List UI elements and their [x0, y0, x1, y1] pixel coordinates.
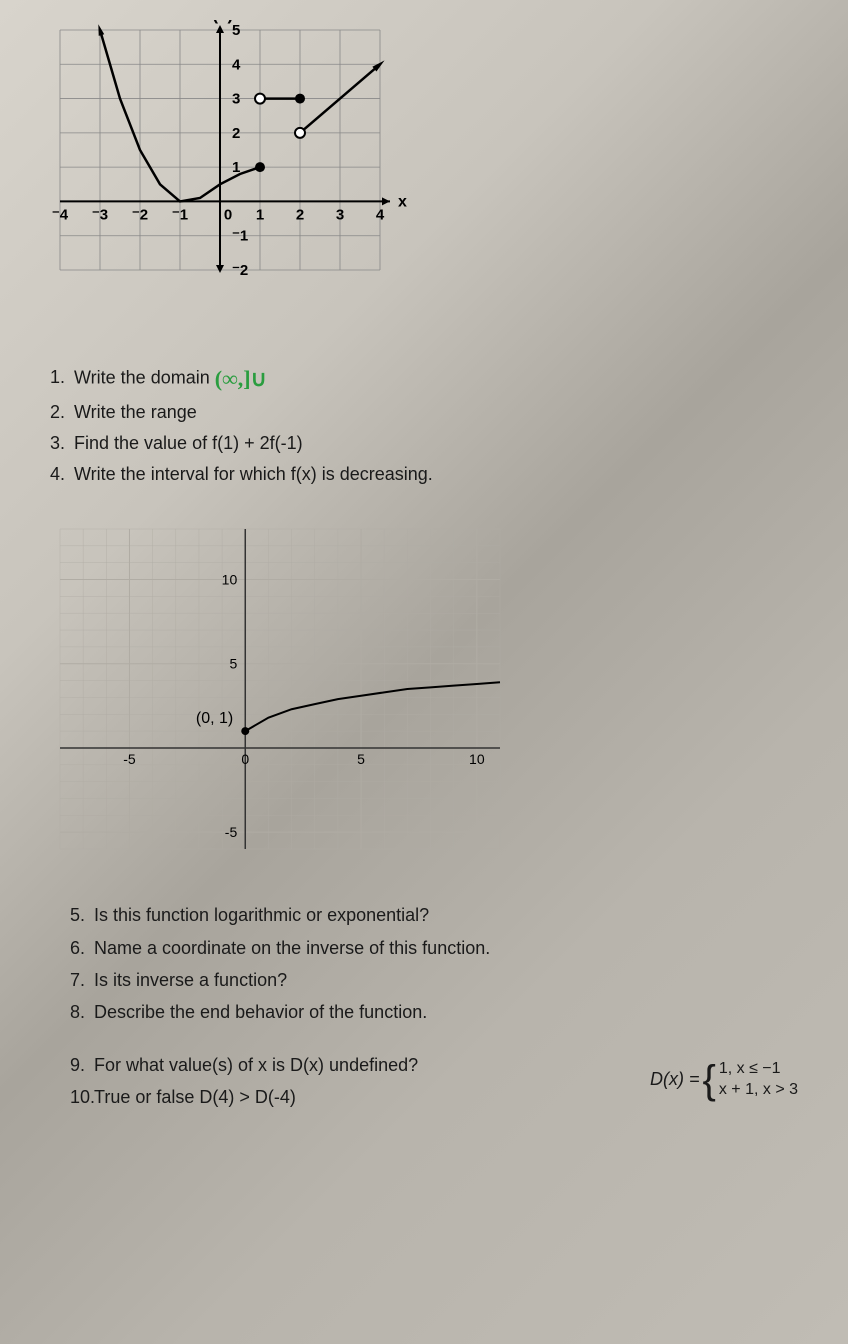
svg-text:⁻2: ⁻2 [232, 262, 248, 279]
svg-text:10: 10 [469, 751, 485, 767]
formula-cases: 1, x ≤ −1 x + 1, x > 3 [719, 1059, 798, 1101]
handwritten-annotation: (∞,]∪ [215, 366, 267, 391]
svg-text:⁻4: ⁻4 [52, 206, 69, 223]
svg-text:5: 5 [229, 656, 237, 672]
questions-set-3: 9.For what value(s) of x is D(x) undefin… [70, 1049, 418, 1114]
svg-text:⁻1: ⁻1 [172, 206, 188, 223]
question-4: 4.Write the interval for which f(x) is d… [50, 459, 818, 490]
svg-text:4: 4 [376, 206, 385, 223]
question-1: 1.Write the domain (∞,]∪ [50, 360, 818, 397]
formula-lhs: D(x) = [650, 1069, 700, 1090]
graph-1: ⁻4⁻3⁻2⁻112340⁻2⁻112345f(x)x [30, 20, 818, 340]
svg-text:2: 2 [232, 125, 240, 142]
svg-text:(0, 1): (0, 1) [196, 710, 233, 727]
svg-text:0: 0 [241, 751, 249, 767]
svg-text:⁻3: ⁻3 [92, 206, 108, 223]
graph2-svg: -5 0 5 10 -5 5 10 (0, 1) [50, 519, 530, 879]
svg-text:x: x [398, 193, 407, 210]
svg-text:⁻2: ⁻2 [132, 206, 148, 223]
question-7: 7.Is its inverse a function? [70, 964, 818, 996]
svg-text:2: 2 [296, 206, 304, 223]
piecewise-formula: D(x) = { 1, x ≤ −1 x + 1, x > 3 [650, 1059, 798, 1101]
svg-text:⁻1: ⁻1 [232, 228, 248, 245]
question-10: 10.True or false D(4) > D(-4) [70, 1081, 418, 1113]
svg-text:5: 5 [232, 22, 240, 39]
graph-2: -5 0 5 10 -5 5 10 (0, 1) [50, 519, 818, 879]
bottom-row: 9.For what value(s) of x is D(x) undefin… [30, 1049, 818, 1114]
graph1-svg: ⁻4⁻3⁻2⁻112340⁻2⁻112345f(x)x [30, 20, 430, 340]
svg-text:0: 0 [224, 206, 232, 223]
svg-text:1: 1 [256, 206, 264, 223]
svg-text:10: 10 [222, 572, 238, 588]
svg-text:3: 3 [232, 91, 240, 108]
svg-text:3: 3 [336, 206, 344, 223]
svg-text:4: 4 [232, 56, 241, 73]
question-3: 3.Find the value of f(1) + 2f(-1) [50, 428, 818, 459]
question-5: 5.Is this function logarithmic or expone… [70, 899, 818, 931]
question-6: 6.Name a coordinate on the inverse of th… [70, 932, 818, 964]
question-8: 8.Describe the end behavior of the funct… [70, 996, 818, 1028]
svg-text:-5: -5 [225, 824, 238, 840]
questions-set-1: 1.Write the domain (∞,]∪ 2.Write the ran… [50, 360, 818, 489]
brace-icon: { [702, 1060, 715, 1100]
svg-text:-5: -5 [123, 751, 136, 767]
questions-set-2: 5.Is this function logarithmic or expone… [70, 899, 818, 1029]
svg-text:f(x): f(x) [207, 20, 233, 24]
question-2: 2.Write the range [50, 397, 818, 428]
svg-text:5: 5 [357, 751, 365, 767]
question-9: 9.For what value(s) of x is D(x) undefin… [70, 1049, 418, 1081]
